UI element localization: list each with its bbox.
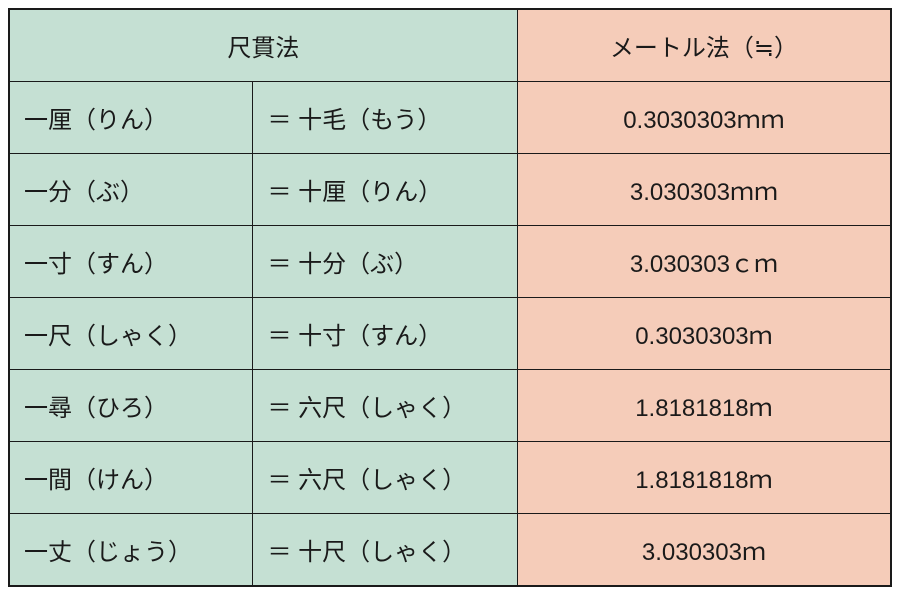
- equals-cell: ＝ 十毛（もう）: [253, 82, 517, 154]
- table-row: 一厘（りん） ＝ 十毛（もう） 0.3030303ｍｍ: [10, 82, 890, 154]
- metric-cell: 3.030303ｃｍ: [518, 226, 890, 298]
- table-row: 一丈（じょう） ＝ 十尺（しゃく） 3.030303ｍ: [10, 514, 890, 585]
- table-row: 一寸（すん） ＝ 十分（ぶ） 3.030303ｃｍ: [10, 226, 890, 298]
- table-header-row: 尺貫法 メートル法（≒）: [10, 10, 890, 82]
- header-shakkanho: 尺貫法: [10, 10, 518, 82]
- unit-cell: 一尺（しゃく）: [10, 298, 253, 370]
- unit-cell: 一間（けん）: [10, 442, 253, 514]
- equals-cell: ＝ 六尺（しゃく）: [253, 370, 517, 442]
- table-row: 一尋（ひろ） ＝ 六尺（しゃく） 1.8181818ｍ: [10, 370, 890, 442]
- unit-cell: 一寸（すん）: [10, 226, 253, 298]
- header-metric: メートル法（≒）: [518, 10, 890, 82]
- measurement-conversion-table: 尺貫法 メートル法（≒） 一厘（りん） ＝ 十毛（もう） 0.3030303ｍｍ…: [8, 8, 892, 587]
- equals-cell: ＝ 十寸（すん）: [253, 298, 517, 370]
- unit-cell: 一尋（ひろ）: [10, 370, 253, 442]
- equals-cell: ＝ 十厘（りん）: [253, 154, 517, 226]
- table-row: 一尺（しゃく） ＝ 十寸（すん） 0.3030303ｍ: [10, 298, 890, 370]
- metric-cell: 3.030303ｍｍ: [518, 154, 890, 226]
- equals-cell: ＝ 六尺（しゃく）: [253, 442, 517, 514]
- metric-cell: 3.030303ｍ: [518, 514, 890, 585]
- table-row: 一分（ぶ） ＝ 十厘（りん） 3.030303ｍｍ: [10, 154, 890, 226]
- metric-cell: 0.3030303ｍｍ: [518, 82, 890, 154]
- equals-cell: ＝ 十分（ぶ）: [253, 226, 517, 298]
- unit-cell: 一分（ぶ）: [10, 154, 253, 226]
- table-row: 一間（けん） ＝ 六尺（しゃく） 1.8181818ｍ: [10, 442, 890, 514]
- equals-cell: ＝ 十尺（しゃく）: [253, 514, 517, 585]
- metric-cell: 1.8181818ｍ: [518, 370, 890, 442]
- metric-cell: 0.3030303ｍ: [518, 298, 890, 370]
- unit-cell: 一丈（じょう）: [10, 514, 253, 585]
- metric-cell: 1.8181818ｍ: [518, 442, 890, 514]
- unit-cell: 一厘（りん）: [10, 82, 253, 154]
